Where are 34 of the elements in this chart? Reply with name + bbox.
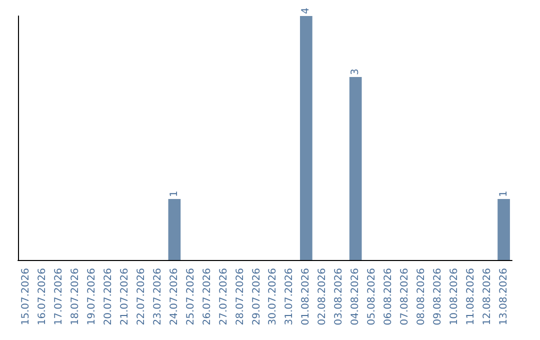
x-tick-label: 13.08.2026 [498,268,510,326]
x-tick-label: 29.07.2026 [251,268,262,326]
x-tick-label: 26.07.2026 [202,268,213,326]
x-tick-label: 06.08.2026 [383,268,394,326]
data-label: 4 [300,8,312,14]
x-tick-label: 21.07.2026 [120,268,131,326]
x-tick-label: 17.07.2026 [54,268,65,326]
data-label: 1 [168,190,180,197]
x-tick-label: 03.08.2026 [334,268,345,326]
x-tick-label: 07.08.2026 [399,268,410,326]
x-tick-label: 24.07.2026 [168,268,180,326]
x-tick-label: 08.08.2026 [416,268,427,326]
x-tick-label: 16.07.2026 [37,268,48,326]
x-tick-label: 27.07.2026 [218,268,230,326]
x-tick-label: 19.07.2026 [86,268,98,326]
x-tick-label: 18.07.2026 [70,268,82,326]
x-tick-label: 01.08.2026 [300,268,312,326]
x-tick-label: 28.07.2026 [234,268,246,326]
x-tick-label: 15.07.2026 [20,268,32,326]
x-tick-label: 11.08.2026 [465,268,476,326]
x-tick-label: 09.08.2026 [432,268,444,326]
x-tick-label: 23.07.2026 [152,268,164,326]
x-tick-label: 05.08.2026 [366,268,378,326]
x-tick-label: 02.08.2026 [317,268,328,326]
data-label: 3 [350,68,362,75]
x-tick-label: 04.08.2026 [350,268,362,326]
x-tick-label: 30.07.2026 [268,268,279,326]
x-tick-label: 22.07.2026 [136,268,147,326]
x-tick-label: 12.08.2026 [482,268,493,326]
data-label: 1 [498,190,510,197]
x-tick-label: 25.07.2026 [185,268,196,326]
x-tick-label: 20.07.2026 [103,268,114,326]
x-tick-label: 31.07.2026 [284,268,296,326]
x-tick-label: 10.08.2026 [448,268,460,326]
